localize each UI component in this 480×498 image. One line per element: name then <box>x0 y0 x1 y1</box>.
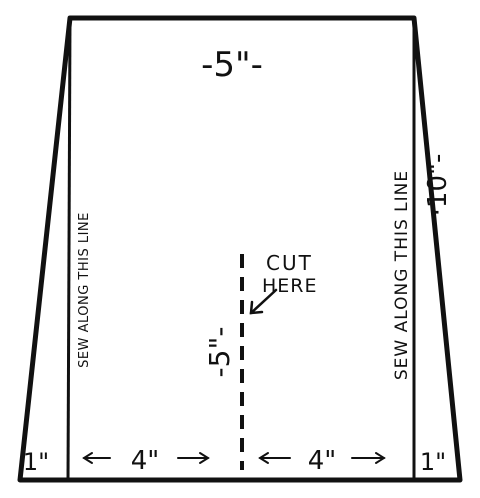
right-sew-label: SEW ALONG THIS LINE <box>392 170 412 380</box>
cut-here-label-line1: CUT <box>266 251 313 275</box>
bottom-left-span-label: 4" <box>131 446 160 476</box>
bottom-left-margin-label: 1" <box>23 448 49 476</box>
cut-length-label: -5"- <box>203 327 236 378</box>
side-height-label: ·10"- <box>423 154 453 217</box>
top-width-label: -5"- <box>201 45 263 85</box>
bottom-right-span-arrows <box>258 452 386 464</box>
bottom-right-margin-label: 1" <box>420 448 446 476</box>
bottom-right-span-label: 4" <box>308 446 337 476</box>
left-sew-label: SEW ALONG THIS LINE <box>77 212 92 368</box>
left-sew-line <box>66 17 72 481</box>
cut-here-arrow <box>249 288 278 315</box>
bottom-left-span-arrows <box>82 452 210 464</box>
pattern-outline <box>17 15 463 483</box>
